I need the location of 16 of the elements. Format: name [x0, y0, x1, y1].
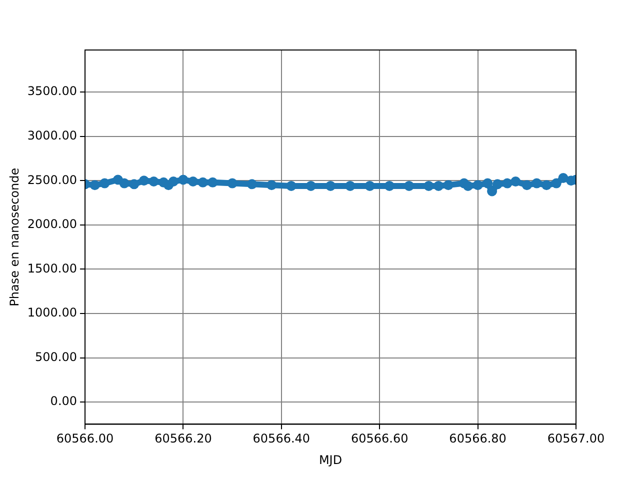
y-tick-label: 3000.00 [27, 128, 78, 142]
x-tick-label: 60566.20 [154, 432, 212, 446]
y-tick-label: 500.00 [35, 350, 78, 364]
y-tick-label: 2500.00 [27, 172, 78, 187]
y-tick-label: 3500.00 [27, 84, 78, 98]
y-axis-title: Phase en nanoseconde [7, 168, 22, 306]
x-tick-label: 60566.00 [56, 432, 114, 446]
y-tick-label: 2000.00 [27, 217, 78, 232]
x-tick-label: 60566.40 [252, 432, 310, 446]
x-axis-title: MJD [318, 452, 342, 467]
y-tick-label: 1500.00 [27, 261, 78, 276]
x-tick-label: 60566.80 [449, 432, 506, 446]
x-tick-label: 60566.60 [350, 432, 408, 446]
y-tick-label: 1000.00 [27, 306, 78, 320]
x-tick-label: 60567.00 [547, 432, 605, 446]
y-tick-label: 0.00 [50, 394, 78, 408]
